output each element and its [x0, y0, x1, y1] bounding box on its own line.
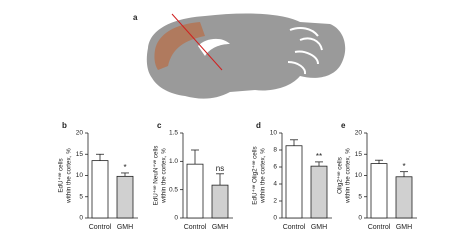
y-tick-label: 15	[355, 151, 363, 158]
x-tick-label: GMH	[212, 224, 228, 231]
panel-label: d	[256, 121, 261, 130]
y-tick-label: 0	[79, 215, 83, 222]
y-axis-label: within the cortex, %	[161, 148, 168, 204]
brain-diagram	[146, 13, 346, 99]
y-tick-label: 4	[273, 181, 277, 188]
y-tick-label: 0	[174, 215, 178, 222]
bar	[370, 163, 388, 219]
y-tick-label: 5	[79, 193, 83, 200]
x-tick-label: GMH	[396, 224, 412, 231]
y-tick-label: 1.5	[169, 130, 178, 137]
y-axis-label: within the cortex, %	[66, 148, 73, 204]
y-tick-label: 20	[355, 130, 363, 137]
y-tick-label: 0	[273, 215, 277, 222]
x-tick-label: Control	[184, 224, 207, 231]
y-tick-label: 10	[355, 172, 363, 179]
significance: *	[402, 162, 405, 171]
y-axis-label: EdU⁺ᵛᵉ cells	[58, 158, 65, 192]
x-tick-label: GMH	[311, 224, 327, 231]
panel-label: b	[62, 121, 67, 130]
x-tick-label: Control	[368, 224, 391, 231]
y-tick-label: 2	[273, 198, 277, 205]
y-tick-label: 10	[76, 172, 84, 179]
y-axis-label: Olig2⁺ᵛᵉ cells	[337, 157, 344, 194]
y-tick-label: 15	[76, 151, 84, 158]
y-axis-label: within the cortex, %	[260, 148, 267, 204]
x-tick-label: GMH	[117, 224, 133, 231]
y-tick-label: 1.0	[169, 158, 178, 165]
bar	[91, 160, 109, 219]
bar	[211, 184, 229, 219]
significance: **	[316, 152, 322, 161]
significance: ns	[216, 164, 224, 173]
panel-label: c	[157, 121, 162, 130]
y-tick-label: 0	[358, 215, 362, 222]
x-tick-label: Control	[89, 224, 112, 231]
y-tick-label: 6	[273, 164, 277, 171]
bar	[310, 165, 328, 219]
significance: *	[123, 163, 126, 172]
panel-label: e	[341, 121, 346, 130]
bar	[186, 163, 204, 219]
bar	[395, 176, 413, 219]
panel-label: a	[133, 13, 138, 22]
y-tick-label: 0.5	[169, 186, 178, 193]
y-tick-label: 5	[358, 193, 362, 200]
x-tick-label: Control	[283, 224, 306, 231]
y-axis-label: within the cortex, %	[345, 148, 352, 204]
y-axis-label: EdU⁺ᵛᵉ Olig2⁺ᵛᵉ cells	[252, 146, 259, 204]
y-tick-label: 8	[273, 147, 277, 154]
y-tick-label: 20	[76, 130, 84, 137]
bar	[116, 175, 134, 219]
y-axis-label: EdU⁺ᵛᵉ NeuN⁺ᵛᵉ cells	[153, 146, 160, 206]
y-tick-label: 10	[270, 130, 278, 137]
bar	[285, 145, 303, 219]
